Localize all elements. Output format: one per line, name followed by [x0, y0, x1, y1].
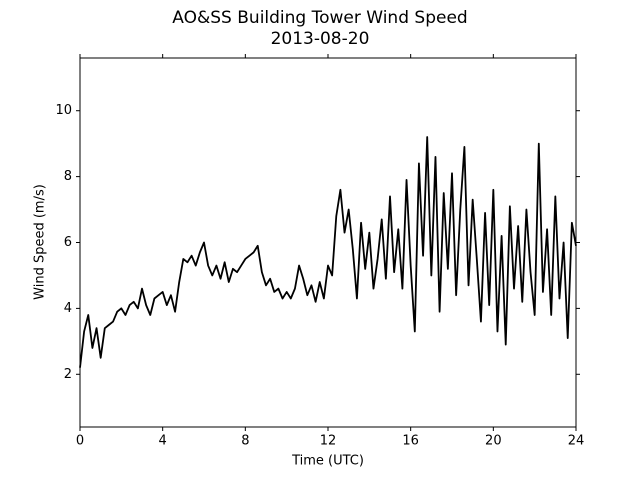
y-tick-label: 8: [64, 169, 72, 184]
x-tick-label: 16: [402, 434, 419, 449]
plot-frame: [79, 57, 577, 428]
y-tick-label: 4: [64, 301, 72, 316]
y-tick-label: 2: [64, 367, 72, 382]
x-tick-label: 24: [568, 434, 585, 449]
chart-subtitle: 2013-08-20: [271, 29, 370, 49]
y-tick-label: 6: [64, 235, 72, 250]
data-line: [79, 136, 577, 368]
y-axis-label: Wind Speed (m/s): [33, 184, 48, 300]
x-tick-label: 4: [159, 434, 167, 449]
x-tick-label: 0: [76, 434, 84, 449]
x-tick-label: 8: [241, 434, 249, 449]
x-tick-label: 12: [320, 434, 337, 449]
y-tick-label: 10: [55, 103, 72, 118]
chart-title: AO&SS Building Tower Wind Speed: [172, 8, 467, 28]
x-tick-label: 20: [485, 434, 502, 449]
x-axis-label: Time (UTC): [291, 454, 364, 469]
